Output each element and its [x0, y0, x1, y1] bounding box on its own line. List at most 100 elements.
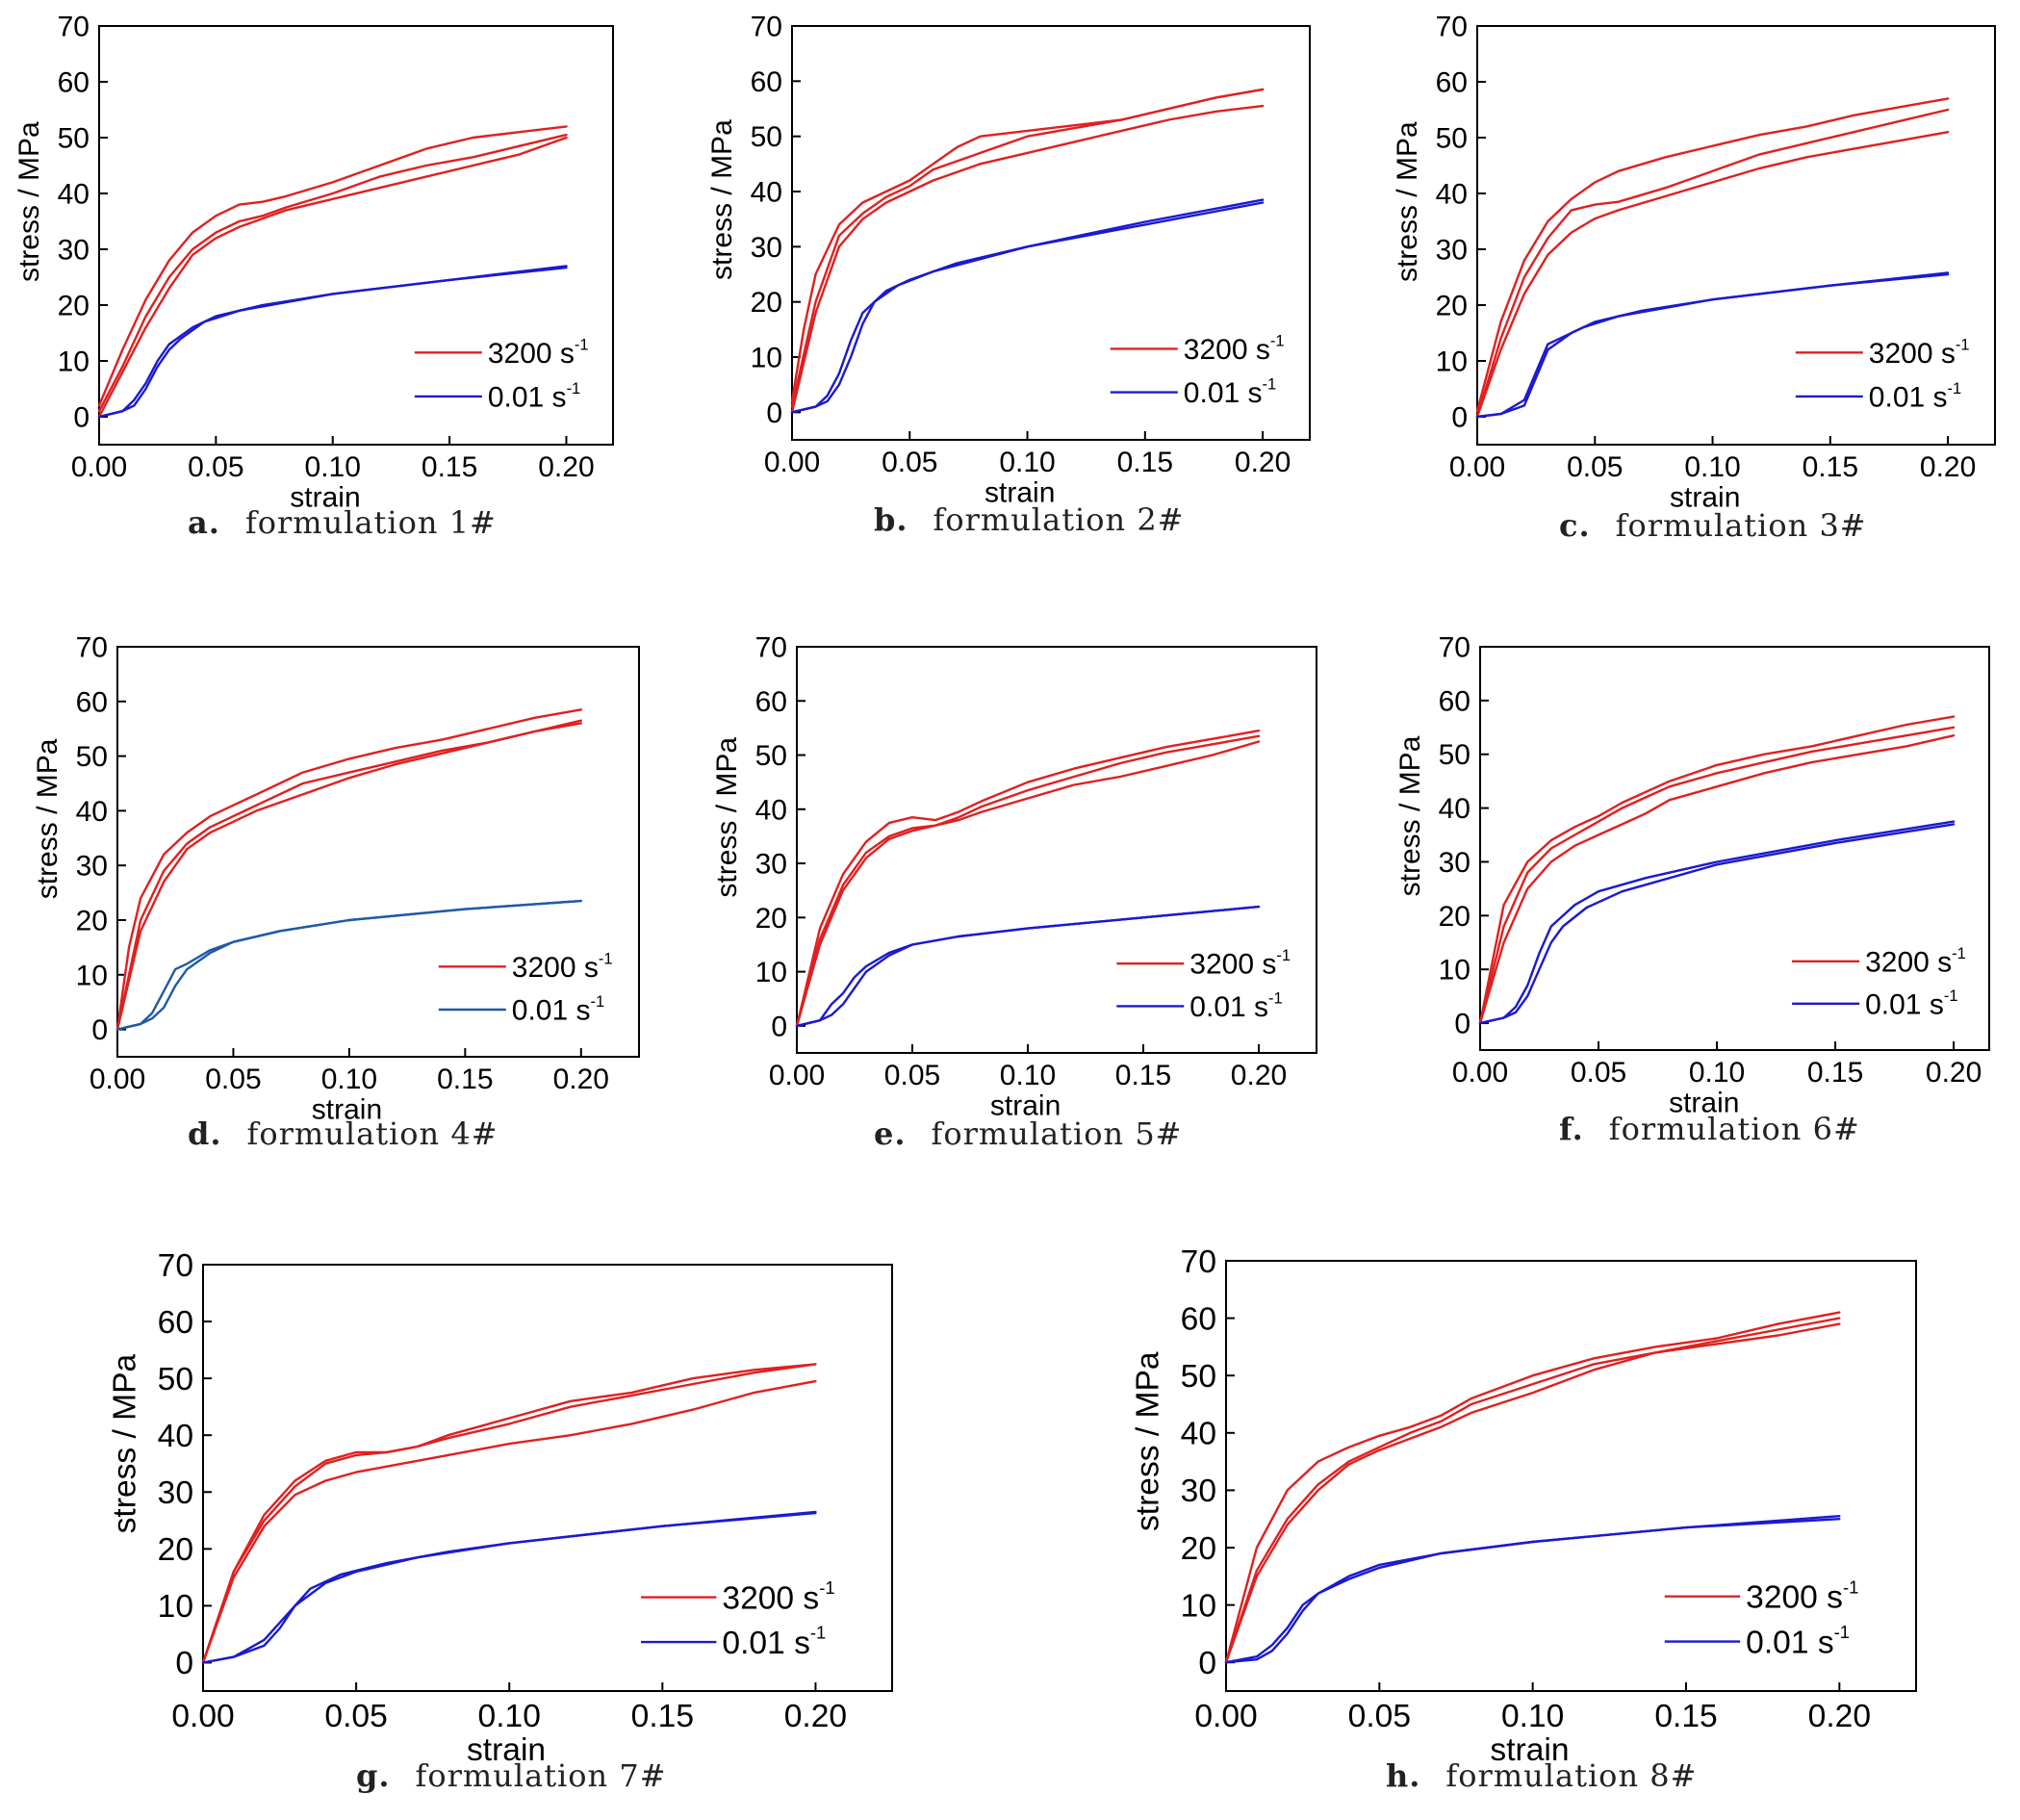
x-tick-label: 0.05 — [1567, 451, 1623, 483]
legend-label-2: 0.01 s-1 — [512, 993, 604, 1027]
chart-svg: 0 10 20 30 40 50 60 70 0.00 0.05 0.10 0.15 0.20 strai… — [107, 1248, 893, 1768]
legend-label-text: 0.01 s — [512, 995, 591, 1027]
y-tick-label: 70 — [58, 12, 89, 43]
x-tick-label: 0.00 — [1449, 451, 1505, 483]
x-tick-label: 0.20 — [1920, 451, 1976, 483]
series-3200-curve-1 — [1475, 97, 1950, 413]
panel-letter: h. — [1386, 1757, 1421, 1794]
x-tick-label: 0.15 — [437, 1064, 493, 1095]
legend-label-1: 3200 s-1 — [1746, 1576, 1858, 1615]
chart-panel-8: 0 10 20 30 40 50 60 70 0.00 0.05 0.10 0.15 0.20 strai… — [1130, 1244, 1917, 1768]
series-001-curve-5 — [1478, 823, 1956, 1025]
legend-label-sup: -1 — [575, 336, 589, 353]
panel-letter: d. — [188, 1115, 222, 1152]
y-tick-label: 20 — [751, 287, 782, 319]
legend-label-2: 0.01 s-1 — [1869, 380, 1961, 414]
panel-caption: f. formulation 6# — [1559, 1111, 1860, 1147]
plot-frame — [1225, 1260, 1917, 1692]
y-tick-label: 0 — [175, 1646, 193, 1681]
y-tick-label: 30 — [755, 849, 787, 881]
panel-letter: f. — [1559, 1111, 1584, 1147]
legend-label-1: 3200 s-1 — [722, 1577, 834, 1616]
series-3200-curve-1 — [115, 708, 582, 1031]
legend-label-1: 3200 s-1 — [1189, 947, 1291, 981]
legend-label-text: 3200 s — [1746, 1579, 1843, 1615]
x-tick-label: 0.10 — [1684, 451, 1740, 483]
y-tick-label: 10 — [1439, 955, 1470, 987]
y-tick-label: 20 — [755, 903, 787, 935]
legend-label-text: 0.01 s — [722, 1626, 809, 1661]
series-3200-curve-2 — [1224, 1317, 1841, 1664]
legend-label-2: 0.01 s-1 — [1865, 987, 1957, 1021]
legend-label-sup: -1 — [567, 380, 581, 397]
y-tick-label: 30 — [1439, 847, 1470, 879]
y-tick-label: 40 — [755, 794, 787, 826]
legend-label-2: 0.01 s-1 — [488, 380, 580, 414]
legend-label-sup: -1 — [1948, 380, 1962, 397]
y-tick-label: 0 — [73, 402, 89, 434]
y-tick-label: 20 — [76, 906, 108, 937]
panel-caption-text: formulation 7# — [415, 1757, 667, 1794]
y-axis-label: stress / MPa — [107, 1353, 142, 1533]
x-axis-label: strain — [467, 1732, 546, 1768]
x-tick-label: 0.15 — [1803, 451, 1858, 483]
plot-frame — [791, 25, 1311, 441]
panel-caption: b. formulation 2# — [874, 501, 1185, 538]
legend-label-sup: -1 — [1270, 332, 1285, 349]
series-3200-curve-1 — [795, 730, 1261, 1028]
x-axis-label: strain — [1670, 482, 1740, 514]
y-tick-label: 30 — [1181, 1474, 1216, 1509]
panel-caption-text: formulation 4# — [246, 1115, 499, 1152]
legend-label-sup: -1 — [1843, 1576, 1858, 1597]
y-tick-label: 30 — [58, 235, 89, 267]
panel-caption: g. formulation 7# — [356, 1757, 667, 1794]
y-tick-label: 60 — [1181, 1301, 1216, 1337]
series-001-curve-5 — [201, 1511, 817, 1664]
panel-letter: c. — [1559, 507, 1591, 544]
x-tick-label: 0.10 — [321, 1064, 377, 1095]
panel-letter: g. — [356, 1757, 391, 1794]
y-tick-label: 40 — [58, 179, 89, 211]
legend-label-text: 0.01 s — [488, 381, 567, 413]
y-tick-label: 40 — [158, 1419, 193, 1454]
y-tick-label: 50 — [58, 123, 89, 155]
legend-label-sup: -1 — [591, 993, 605, 1011]
series-3200-curve-2 — [790, 88, 1265, 408]
y-tick-label: 40 — [1439, 793, 1470, 825]
x-tick-label: 0.15 — [422, 451, 477, 483]
series-3200-curve-3 — [795, 740, 1261, 1028]
legend-label-sup: -1 — [1956, 336, 1970, 353]
y-tick-label: 50 — [1181, 1359, 1216, 1395]
legend-label-text: 3200 s — [722, 1580, 819, 1616]
panel-caption-text: formulation 2# — [933, 501, 1185, 538]
panel-caption-text: formulation 5# — [931, 1115, 1183, 1152]
y-tick-label: 50 — [1436, 123, 1468, 155]
chart-svg: 0 10 20 30 40 50 60 70 0.00 0.05 0.10 0.15 0.20 strai… — [1392, 12, 1996, 514]
legend-label-text: 0.01 s — [1746, 1625, 1833, 1660]
y-tick-label: 20 — [158, 1532, 193, 1568]
series-3200-curve-1 — [1224, 1311, 1841, 1664]
legend-label-1: 3200 s-1 — [1865, 945, 1966, 979]
y-tick-label: 20 — [1181, 1531, 1216, 1567]
x-tick-label: 0.20 — [538, 451, 594, 483]
series-3200-curve-3 — [115, 719, 582, 1031]
chart-panel-1: 0 10 20 30 40 50 60 70 0.00 0.05 0.10 0.15 0.20 strai… — [13, 12, 614, 514]
legend-label-text: 0.01 s — [1189, 991, 1268, 1023]
x-tick-label: 0.10 — [1689, 1057, 1745, 1089]
y-tick-label: 30 — [158, 1475, 193, 1511]
panel-caption: a. formulation 1# — [188, 504, 497, 541]
legend-label-sup: -1 — [1944, 987, 1958, 1005]
y-tick-label: 60 — [1439, 685, 1470, 717]
series-001-curve-5 — [115, 899, 582, 1031]
x-tick-label: 0.10 — [999, 447, 1055, 478]
x-tick-label: 0.05 — [205, 1064, 261, 1095]
x-tick-label: 0.00 — [1452, 1057, 1508, 1089]
panel-caption-text: formulation 3# — [1615, 507, 1867, 544]
legend-label-sup: -1 — [810, 1623, 826, 1643]
x-tick-label: 0.20 — [1808, 1699, 1871, 1734]
x-tick-label: 0.10 — [1501, 1699, 1564, 1734]
y-tick-label: 70 — [158, 1248, 193, 1284]
series-3200-curve-1 — [201, 1363, 817, 1664]
panel-caption-text: formulation 6# — [1608, 1111, 1860, 1147]
